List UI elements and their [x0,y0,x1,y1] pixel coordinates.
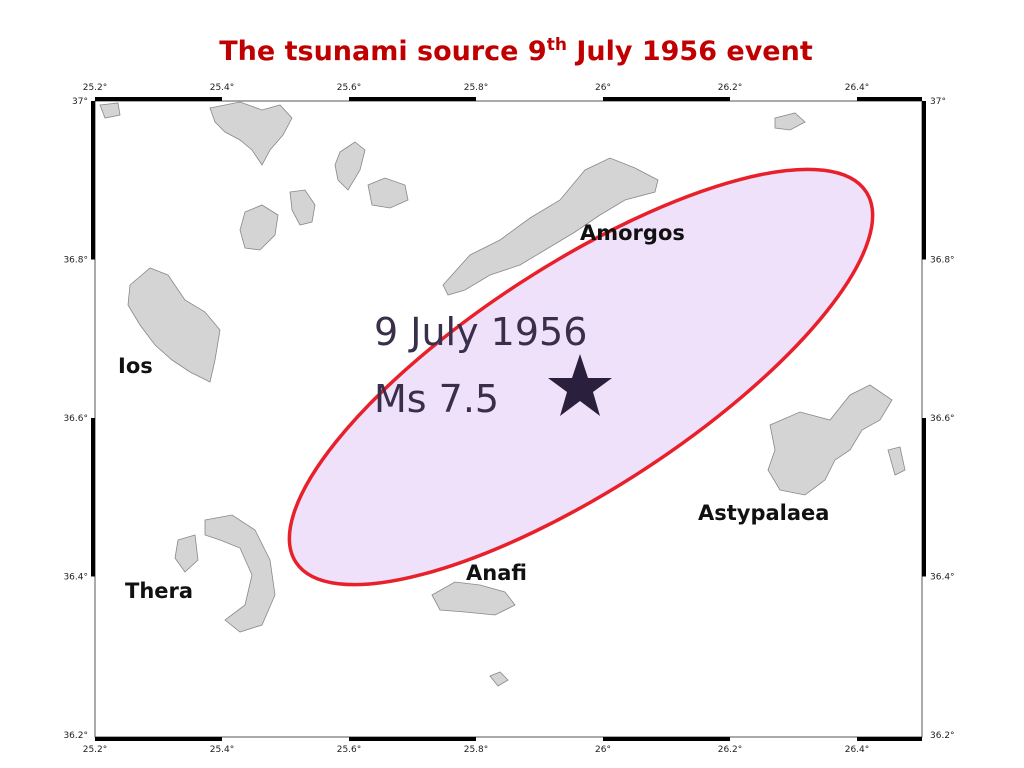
place-label: Amorgos [580,221,685,245]
place-label: Thera [125,579,193,603]
lat-tick-label: 37° [72,97,88,107]
lat-tick-label: 36.2° [63,731,88,741]
title-text-after: July 1956 event [567,36,813,67]
title-superscript: th [547,35,567,55]
lat-tick-label: 36.8° [930,256,955,266]
island-anafi [431,581,516,616]
island [174,534,199,573]
island [239,204,279,251]
island [334,141,366,191]
island-astypalaea [767,384,893,496]
lat-tick-label: 36.8° [63,256,88,266]
place-label: Astypalaea [698,501,829,525]
island [774,112,806,131]
slide-title: The tsunami source 9th July 1956 event [219,35,813,67]
lon-tick-label: 25.6° [337,745,362,755]
lon-tick-label: 25.4° [210,745,235,755]
lon-tick-label: 25.8° [464,83,489,93]
lon-tick-label: 25.2° [83,745,108,755]
lon-tick-label: 25.6° [337,83,362,93]
place-label: Anafi [466,561,527,585]
lat-tick-label: 36.6° [63,414,88,424]
island [489,671,509,687]
island [99,102,121,119]
lat-tick-label: 36.6° [930,414,955,424]
lon-tick-label: 25.2° [83,83,108,93]
island-thera [204,514,276,633]
island-ios [127,267,221,383]
place-label: Ios [118,354,153,378]
island [367,177,409,209]
map: 9 July 1956 Ms 7.5 Amorgos Ios Thera Ana… [94,100,923,738]
lat-tick-label: 36.2° [930,731,955,741]
lon-tick-label: 26.4° [845,745,870,755]
lon-tick-label: 26.4° [845,83,870,93]
island [887,446,906,476]
lat-tick-label: 36.4° [930,573,955,583]
lat-tick-label: 37° [930,97,946,107]
title-text: The tsunami source 9 [219,36,546,67]
event-date: 9 July 1956 [374,310,587,354]
island-amorgos [442,157,659,296]
epicenter-star [548,354,612,416]
lon-tick-label: 25.4° [210,83,235,93]
lon-tick-label: 26° [595,83,611,93]
islands [99,101,906,687]
lon-tick-label: 26.2° [718,745,743,755]
lat-tick-label: 36.4° [63,573,88,583]
island [289,189,316,226]
lon-tick-label: 26° [595,745,611,755]
lon-tick-label: 25.8° [464,745,489,755]
island [209,101,293,166]
event-magnitude: Ms 7.5 [374,377,499,421]
lon-tick-label: 26.2° [718,83,743,93]
